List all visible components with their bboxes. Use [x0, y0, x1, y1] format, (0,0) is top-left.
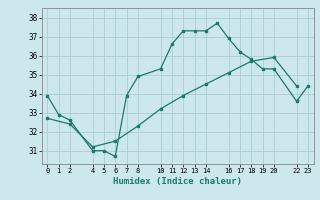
X-axis label: Humidex (Indice chaleur): Humidex (Indice chaleur): [113, 177, 242, 186]
